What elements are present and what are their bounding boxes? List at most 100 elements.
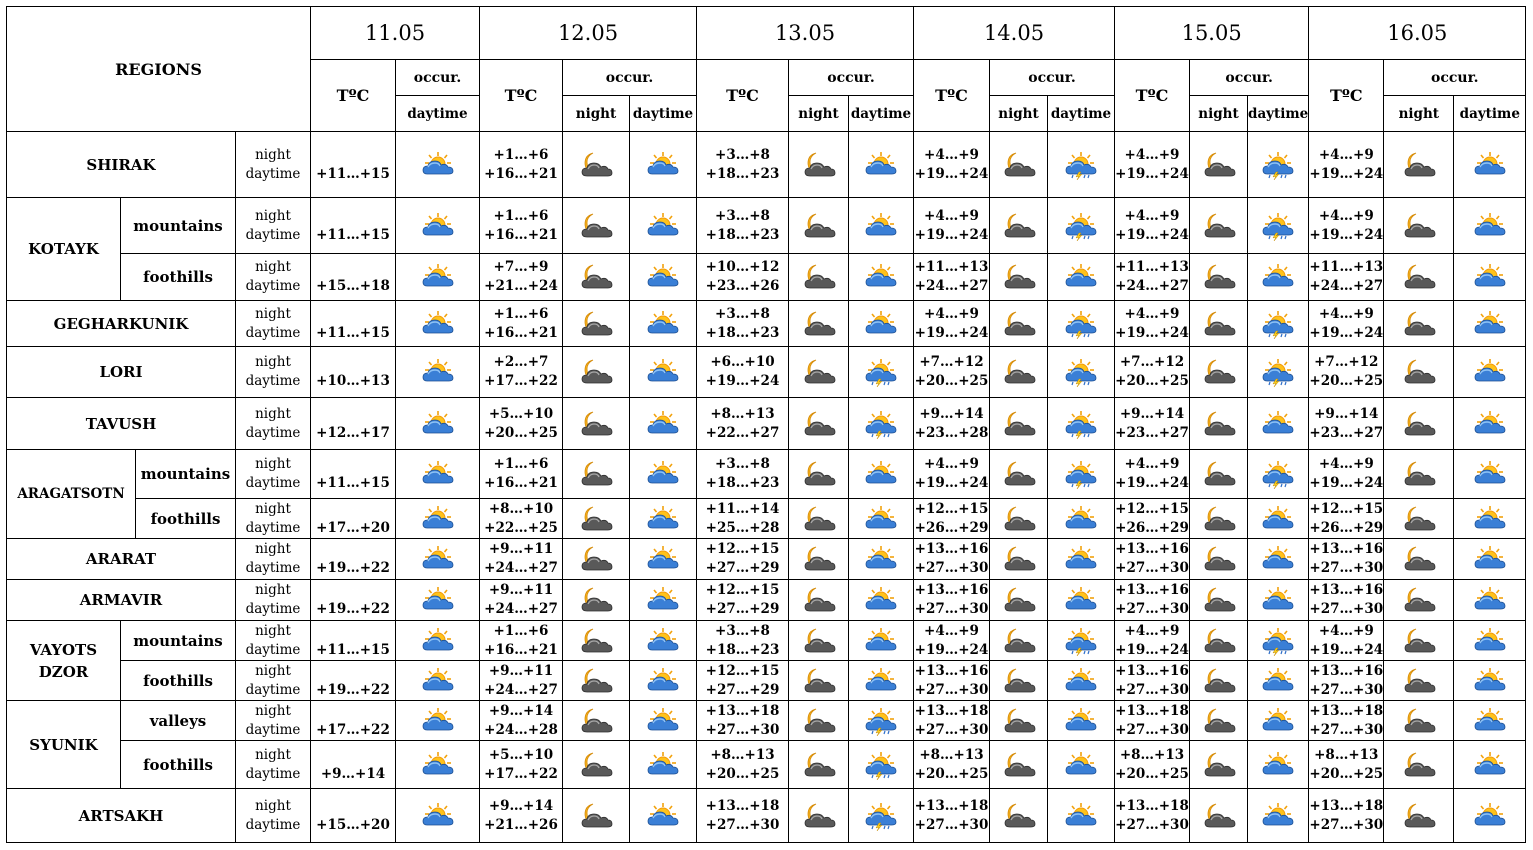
night-temp: +3…+8 — [715, 146, 770, 163]
temperature-cell: +9…+14 +24…+28 — [479, 700, 563, 741]
day-temp: +9…+14 — [320, 765, 386, 782]
night-temp: +4…+9 — [1318, 622, 1374, 639]
weather-icon-cell — [848, 300, 914, 347]
sun-cloud-icon — [421, 627, 455, 650]
daytime-label: daytime — [245, 373, 301, 389]
temp-header: TºC — [696, 59, 789, 132]
temperature-cell: +5…+10 +20…+25 — [479, 397, 563, 450]
weather-icon-cell — [629, 740, 697, 789]
sun-cloud-icon — [646, 587, 680, 610]
day-temp: +26…+29 — [1115, 519, 1189, 536]
sun-cloud-icon — [646, 264, 680, 287]
thunderstorm-icon — [1261, 151, 1295, 180]
weather-icon-cell — [1246, 660, 1310, 701]
weather-icon-cell — [629, 700, 697, 741]
weather-icon-cell — [989, 253, 1048, 301]
subregion-name: foothills — [120, 740, 236, 789]
sun-cloud-icon — [1064, 751, 1098, 774]
weather-icon-cell — [1246, 449, 1310, 499]
night-temp: +9…+14 — [1119, 405, 1185, 422]
subregion-name: foothills — [135, 498, 236, 539]
night-temp: +5…+10 — [488, 746, 554, 763]
temperature-cell: +4…+9 +19…+24 — [913, 300, 990, 347]
date-header: 16.05 — [1308, 6, 1527, 60]
night-header: night — [562, 95, 630, 132]
weather-icon-cell — [1189, 197, 1248, 254]
region-name: ARMAVIR — [6, 579, 236, 621]
weather-icon-cell — [788, 740, 849, 789]
daytime-label: daytime — [245, 641, 301, 658]
weather-icon-cell — [989, 397, 1048, 450]
day-temp: +11…+15 — [316, 226, 390, 243]
day-temp: +27…+29 — [705, 560, 780, 576]
moon-cloud-icon — [579, 587, 613, 612]
moon-cloud-icon — [579, 311, 613, 335]
daytime-header: daytime — [848, 95, 914, 132]
moon-cloud-icon — [1402, 311, 1436, 335]
forecast-row: VAYOTS DZOR mountains night daytime +11…+15… — [6, 620, 1527, 701]
day-temp: +27…+30 — [914, 721, 989, 738]
temperature-cell: +4…+9 +19…+24 — [913, 197, 990, 254]
sun-cloud-icon — [1261, 264, 1295, 287]
sun-cloud-icon — [646, 212, 680, 235]
weather-icon-cell — [629, 300, 697, 347]
weather-icon-cell — [989, 740, 1048, 789]
weather-icon-cell — [1453, 131, 1527, 198]
night-temp — [312, 353, 395, 372]
night-temp — [312, 702, 395, 721]
day-temp: +20…+25 — [1309, 373, 1384, 389]
weather-icon-cell — [1047, 660, 1115, 701]
moon-cloud-icon — [1202, 587, 1236, 612]
daytime-label: daytime — [245, 226, 301, 243]
sun-cloud-icon — [864, 461, 898, 484]
night-header: night — [1189, 95, 1248, 132]
day-temp: +18…+23 — [705, 324, 780, 341]
weather-icon-cell — [1189, 579, 1248, 621]
moon-cloud-icon — [1202, 668, 1236, 692]
night-temp — [312, 622, 395, 641]
moon-cloud-icon — [802, 311, 836, 335]
day-temp: +19…+22 — [316, 681, 390, 698]
moon-cloud-icon — [1402, 708, 1436, 732]
night-temp: +1…+6 — [493, 622, 549, 639]
moon-cloud-icon — [1002, 668, 1036, 692]
temperature-cell: +13…+16 +27…+30 — [1308, 579, 1385, 621]
weather-icon-cell — [629, 253, 697, 301]
moon-cloud-icon — [1402, 668, 1436, 692]
weather-icon-cell — [989, 538, 1048, 580]
sun-cloud-icon — [1473, 802, 1507, 825]
temperature-cell: +13…+18 +27…+30 — [913, 788, 990, 843]
day-temp: +16…+21 — [484, 165, 558, 182]
day-temp: +27…+29 — [705, 601, 780, 617]
region-name: ARAGATSOTN — [6, 449, 136, 539]
temperature-cell: +2…+7 +17…+22 — [479, 346, 563, 398]
daytime-label: daytime — [245, 165, 301, 182]
moon-cloud-icon — [579, 359, 613, 384]
temperature-cell: +12…+15 +26…+29 — [913, 498, 990, 539]
thunderstorm-icon — [1261, 461, 1295, 489]
temperature-cell: +19…+22 — [310, 538, 396, 580]
weather-icon-cell — [1246, 197, 1310, 254]
weather-icon-cell — [629, 788, 697, 843]
thunderstorm-icon — [1064, 310, 1098, 339]
thunderstorm-icon — [1261, 627, 1295, 656]
day-temp: +19…+24 — [1115, 226, 1189, 243]
day-temp: +16…+21 — [484, 641, 558, 658]
weather-icon-cell — [1246, 498, 1310, 539]
moon-cloud-icon — [579, 708, 613, 732]
weather-icon-cell — [848, 620, 914, 661]
weather-icon-cell — [1383, 197, 1455, 254]
day-temp: +27…+30 — [1115, 721, 1189, 738]
day-temp: +11…+15 — [316, 165, 390, 182]
night-temp: +7…+9 — [493, 259, 549, 275]
weather-icon-cell — [1047, 346, 1115, 398]
daytime-header: daytime — [1453, 95, 1527, 132]
moon-cloud-icon — [579, 668, 613, 692]
thunderstorm-icon — [1064, 212, 1098, 241]
temperature-cell: +12…+15 +27…+29 — [696, 579, 789, 621]
moon-cloud-icon — [1402, 803, 1436, 827]
weather-icon-cell — [1383, 346, 1455, 398]
regions-header: REGIONS — [6, 6, 311, 132]
night-temp: +12…+15 — [705, 582, 780, 598]
forecast-row: SYUNIK valleys night daytime +17…+22 +9…+14 +… — [6, 700, 1527, 789]
